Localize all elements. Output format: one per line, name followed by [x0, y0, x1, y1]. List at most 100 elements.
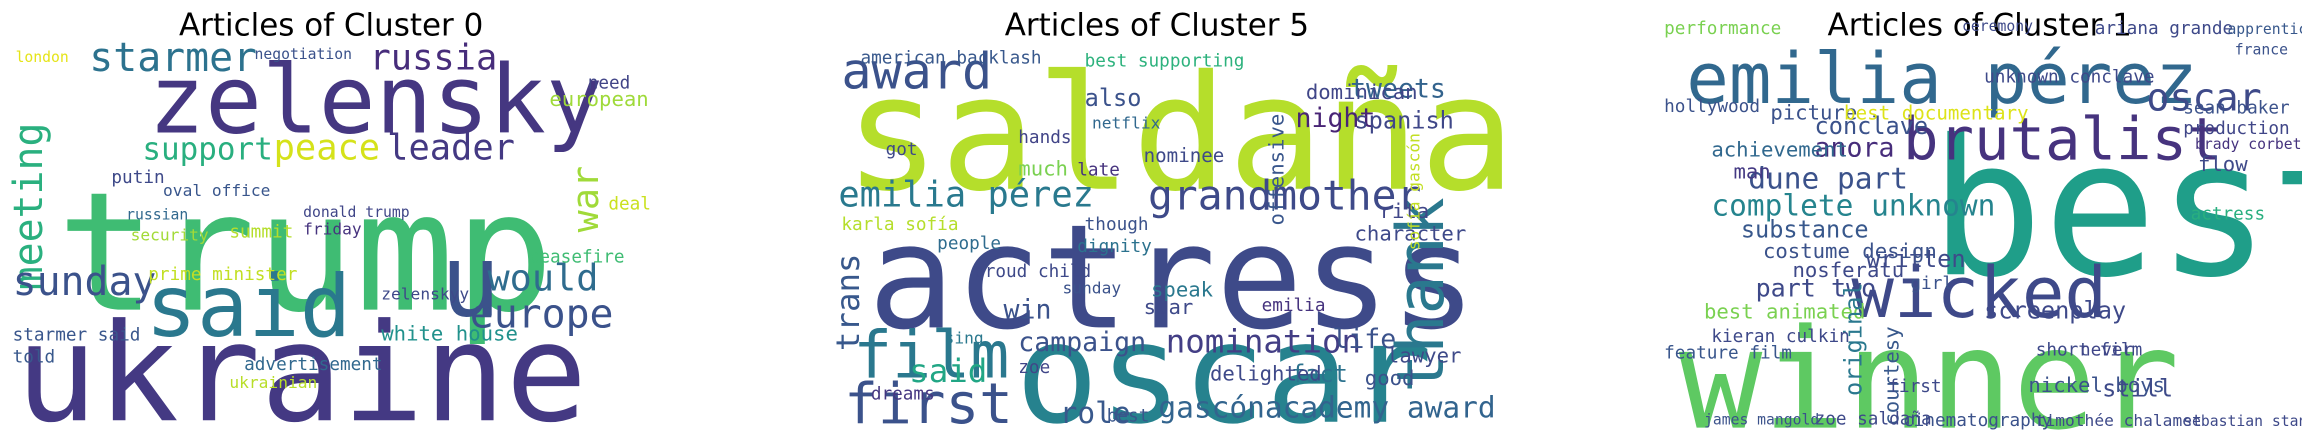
cloud-word: rita — [1380, 199, 1430, 223]
cloud-word: also — [1085, 84, 1142, 112]
cloud-word: best supporting — [1085, 51, 1245, 71]
cloud-word: best documentary — [1844, 101, 2029, 124]
cloud-word: winner — [1679, 299, 2180, 435]
cloud-word: ukrainian — [229, 373, 317, 392]
cloud-word: picture — [1770, 100, 1857, 124]
cloud-word: nickel boys — [2028, 373, 2165, 397]
cloud-word: character — [1354, 221, 1466, 245]
cloud-title: Articles of Cluster 5 — [1005, 7, 1309, 43]
cloud-title: Articles of Cluster 1 — [1828, 7, 2132, 43]
cloud-word: said — [909, 352, 987, 390]
cloud-word: sunday — [13, 259, 157, 305]
cloud-word: would — [487, 256, 598, 299]
cloud-word: summit — [229, 222, 293, 242]
cloud-word: good — [1365, 366, 1415, 390]
cloud-word: complete unknown — [1711, 188, 1995, 222]
cloud-word: fact — [1291, 360, 1348, 388]
cloud-word: actress — [868, 194, 1477, 362]
cloud-word: award — [841, 41, 992, 100]
cloud-word: leader — [387, 127, 515, 168]
cloud-word: hands — [1018, 128, 1071, 148]
cloud-word: life — [1332, 324, 1396, 355]
cloud-word: deal — [608, 194, 651, 214]
cloud-title: Articles of Cluster 0 — [179, 7, 483, 43]
cloud-word: man — [1733, 159, 1770, 183]
cloud-word: short film — [2036, 340, 2143, 360]
cloud-panel — [1658, 44, 2302, 434]
cloud-word: part two — [1756, 273, 1877, 302]
cloud-word: zelensky — [148, 46, 602, 156]
cloud-word: need — [588, 73, 631, 93]
cloud-word: friday — [303, 219, 362, 238]
cloud-word: actress — [2191, 205, 2266, 225]
cloud-word: zelenskyy — [381, 284, 469, 303]
cloud-word: win — [1004, 295, 1052, 326]
cloud-word: conclave — [1815, 112, 1929, 140]
cloud-word: emilia pérez — [838, 174, 1094, 215]
cloud-word: first — [1888, 377, 1941, 397]
cloud-word: star — [1144, 295, 1194, 319]
cloud-word: substance — [1741, 215, 1869, 243]
cloud-word: sebastian stan — [2183, 413, 2302, 430]
cloud-word: much — [1018, 156, 1068, 180]
cloud-word: white house — [381, 322, 518, 346]
cloud-word: tweets — [1350, 73, 1446, 104]
cloud-panel — [835, 44, 1479, 434]
cloud-word: achievement — [1711, 137, 1848, 161]
cloud-word: oval office — [163, 181, 270, 200]
cloud-word: campaign — [1018, 327, 1146, 358]
cloud-word: emilia — [1262, 296, 1326, 316]
cloud-word: role — [1060, 396, 1131, 430]
cloud-word: flow — [2198, 152, 2248, 176]
cloud-word: first — [844, 372, 1013, 435]
cloud-word: best animated — [1704, 300, 1865, 324]
cloud-word: timothée chalamet — [2036, 411, 2202, 430]
cloud-word: film — [853, 318, 1009, 393]
cloud-word: courtesy — [1880, 326, 1904, 425]
cloud-word: lawyer — [1387, 344, 1462, 368]
cloud-word: thank — [1384, 197, 1459, 392]
cloud-word: zoe — [1018, 358, 1050, 378]
cloud-word: though — [1085, 215, 1149, 235]
cloud-word: oscar — [2146, 76, 2261, 121]
cloud-word: sofía gascón — [1404, 133, 1423, 250]
cloud-word: apprentice — [2227, 21, 2302, 38]
cloud-word: putin — [111, 168, 164, 188]
cloud-word: production — [2183, 119, 2290, 139]
cloud-word: russia — [369, 37, 497, 78]
cloud-word: france — [2235, 42, 2288, 59]
cloud-word: sunday — [1063, 278, 1122, 297]
cloud-word: dignity — [1077, 237, 1152, 257]
cloud-word: grandmother — [1148, 171, 1421, 219]
cloud-word: london — [16, 49, 69, 66]
cloud-word: donald trump — [303, 204, 409, 221]
cloud-word: best — [1107, 407, 1150, 427]
cloud-word: meeting — [6, 123, 52, 291]
cloud-word: ariana grande — [2095, 19, 2233, 39]
cloud-word: kieran culkin — [1711, 327, 1849, 347]
cloud-word: oscar — [1015, 293, 1432, 435]
cloud-word: speak — [1151, 277, 1214, 301]
cloud-word: support — [142, 131, 272, 167]
cloud-word: saldaña — [844, 41, 1515, 227]
cloud-word: peace — [274, 127, 381, 168]
cloud-word: screenplay — [1984, 297, 2126, 325]
cloud-word: dune part — [1748, 162, 1908, 196]
cloud-word: prime minister — [148, 265, 297, 285]
cloud-word: negotiation — [254, 46, 352, 63]
cloud-word: people — [937, 234, 1001, 254]
cloud-word: trans — [829, 253, 867, 351]
cloud-word: starmer said — [13, 326, 141, 346]
cloud-word: still — [2102, 375, 2173, 403]
cloud-word: spanish — [1354, 106, 1453, 134]
cloud-word: emilia pérez — [1686, 37, 2197, 120]
cloud-word: american backlash — [861, 48, 1042, 68]
cloud-word: written — [1866, 245, 1965, 273]
cloud-word: ceremony — [1962, 18, 2033, 35]
cloud-word: said — [145, 258, 351, 357]
cloud-word: hollywood — [1664, 97, 1760, 117]
cloud-word: war — [564, 166, 607, 233]
cloud-word: ceasefire — [529, 247, 625, 267]
cloud-word: trump — [57, 157, 554, 349]
